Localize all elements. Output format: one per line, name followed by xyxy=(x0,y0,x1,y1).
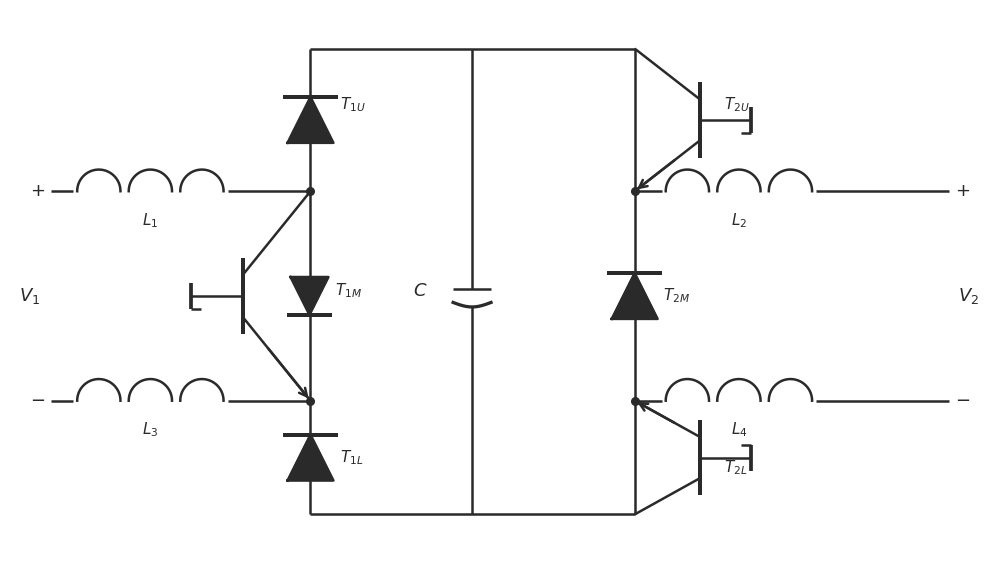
Polygon shape xyxy=(612,273,658,319)
Text: $L_3$: $L_3$ xyxy=(142,421,159,439)
Polygon shape xyxy=(288,97,333,143)
Polygon shape xyxy=(288,435,333,480)
Text: $T_{2L}$: $T_{2L}$ xyxy=(724,458,748,477)
Text: $T_{2U}$: $T_{2U}$ xyxy=(724,96,750,114)
Text: $T_{1M}$: $T_{1M}$ xyxy=(335,282,362,300)
Text: $T_{1U}$: $T_{1U}$ xyxy=(340,96,366,114)
Polygon shape xyxy=(291,277,328,315)
Text: $L_2$: $L_2$ xyxy=(731,211,747,230)
Text: $T_{1L}$: $T_{1L}$ xyxy=(340,448,364,467)
Text: $C$: $C$ xyxy=(413,282,427,300)
Text: $T_{2M}$: $T_{2M}$ xyxy=(663,287,690,305)
Text: +: + xyxy=(955,182,970,200)
Text: $V_2$: $V_2$ xyxy=(958,286,979,306)
Text: −: − xyxy=(30,392,45,410)
Text: $V_1$: $V_1$ xyxy=(19,286,40,306)
Text: −: − xyxy=(955,392,970,410)
Text: +: + xyxy=(30,182,45,200)
Text: $L_1$: $L_1$ xyxy=(142,211,158,230)
Text: $L_4$: $L_4$ xyxy=(731,421,747,439)
